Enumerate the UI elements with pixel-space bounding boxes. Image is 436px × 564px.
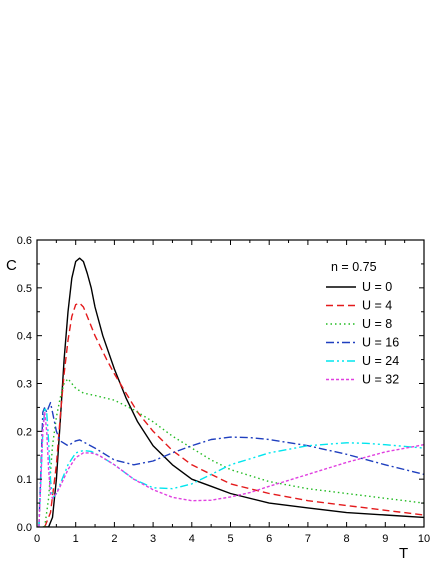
y-tick-label-2: 0.2 (17, 426, 32, 438)
y-tick-label-0: 0.0 (17, 522, 32, 534)
legend-label-3: U = 16 (362, 336, 399, 350)
y-tick-label-1: 0.1 (17, 474, 32, 486)
x-tick-label-9: 9 (382, 533, 388, 545)
series-line-4 (38, 406, 424, 527)
y-tick-label-3: 0.3 (17, 379, 32, 391)
legend-label-2: U = 8 (362, 317, 392, 331)
legend: n = 0.75 U = 0 U = 4 U = 8 U = 16 U = 24 U = … (326, 260, 399, 387)
series-line-3 (38, 401, 424, 527)
series-line-2 (44, 378, 424, 527)
x-tick-label-4: 4 (189, 533, 195, 545)
x-axis-title: T (399, 545, 408, 562)
legend-label-4: U = 24 (362, 354, 399, 368)
y-tick-label-4: 0.4 (17, 331, 32, 343)
y-axis-title: C (6, 257, 17, 274)
x-tick-label-3: 3 (150, 533, 156, 545)
x-tick-label-1: 1 (73, 533, 79, 545)
plot-area: 0 1 2 3 4 5 6 7 8 9 10 0.0 0.1 0.2 0.3 0.4 0.5 0.6 (17, 235, 430, 545)
series-line-1 (44, 302, 424, 527)
legend-label-5: U = 32 (362, 373, 399, 387)
y-tick-label-5: 0.5 (17, 283, 32, 295)
x-tick-label-2: 2 (111, 533, 117, 545)
x-tick-label-7: 7 (305, 533, 311, 545)
x-tick-label-6: 6 (266, 533, 272, 545)
legend-label-0: U = 0 (362, 280, 392, 294)
y-tick-label-6: 0.6 (17, 235, 32, 247)
x-tick-label-10: 10 (418, 533, 430, 545)
series-line-5 (38, 411, 424, 527)
legend-label-1: U = 4 (362, 299, 392, 313)
x-tick-label-8: 8 (344, 533, 350, 545)
series-lines (38, 257, 424, 527)
x-tick-label-0: 0 (34, 533, 40, 545)
legend-title: n = 0.75 (331, 260, 377, 274)
x-tick-label-5: 5 (227, 533, 233, 545)
